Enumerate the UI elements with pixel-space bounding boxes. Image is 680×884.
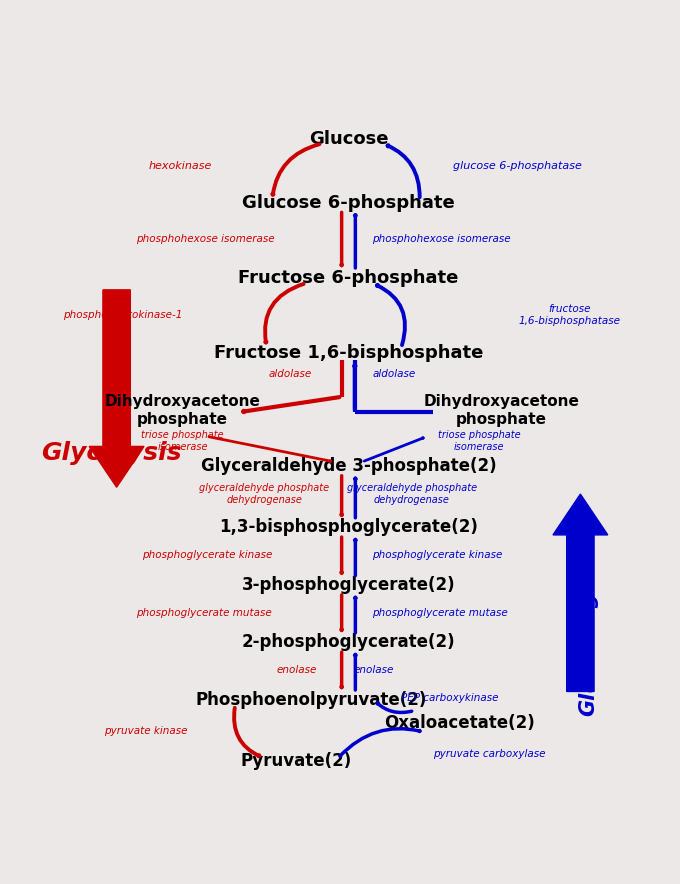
Text: pyruvate carboxylase: pyruvate carboxylase	[432, 749, 545, 759]
Text: Phosphoenolpyruvate(2): Phosphoenolpyruvate(2)	[196, 690, 427, 709]
Text: enolase: enolase	[277, 665, 317, 674]
Text: glyceraldehyde phosphate
dehydrogenase: glyceraldehyde phosphate dehydrogenase	[199, 484, 329, 505]
Text: glyceraldehyde phosphate
dehydrogenase: glyceraldehyde phosphate dehydrogenase	[347, 484, 477, 505]
FancyArrow shape	[553, 494, 608, 691]
Text: aldolase: aldolase	[269, 369, 311, 378]
Text: glucose 6-phosphatase: glucose 6-phosphatase	[453, 161, 581, 171]
Text: Dihydroxyacetone
phosphate: Dihydroxyacetone phosphate	[424, 394, 579, 427]
Text: 3-phosphoglycerate(2): 3-phosphoglycerate(2)	[241, 576, 456, 594]
Text: Glucose 6-phosphate: Glucose 6-phosphate	[242, 194, 455, 212]
Text: Fructose 1,6-bisphosphate: Fructose 1,6-bisphosphate	[214, 344, 483, 362]
Text: Glucose: Glucose	[309, 130, 388, 148]
Text: 1,3-bisphosphoglycerate(2): 1,3-bisphosphoglycerate(2)	[219, 518, 478, 537]
Text: Fructose 6-phosphate: Fructose 6-phosphate	[238, 269, 459, 286]
Text: aldolase: aldolase	[372, 369, 415, 378]
Text: hexokinase: hexokinase	[148, 161, 211, 171]
Text: fructose
1,6-bisphosphatase: fructose 1,6-bisphosphatase	[519, 304, 621, 326]
Text: phosphoglycerate mutase: phosphoglycerate mutase	[136, 607, 272, 618]
Text: phosphoglycerate kinase: phosphoglycerate kinase	[141, 551, 272, 560]
FancyArrow shape	[89, 290, 144, 487]
Text: triose phosphate
isomerase: triose phosphate isomerase	[141, 431, 224, 452]
Text: Gluconeogenesis: Gluconeogenesis	[578, 517, 598, 716]
Text: Oxaloacetate(2): Oxaloacetate(2)	[384, 714, 534, 733]
Text: triose phosphate
isomerase: triose phosphate isomerase	[438, 431, 520, 452]
Text: Pyruvate(2): Pyruvate(2)	[240, 752, 352, 770]
Text: pyruvate kinase: pyruvate kinase	[104, 726, 188, 736]
Text: phosphohexose isomerase: phosphohexose isomerase	[136, 233, 275, 244]
Text: phosphofructokinase-1: phosphofructokinase-1	[63, 310, 183, 320]
Text: Dihydroxyacetone
phosphate: Dihydroxyacetone phosphate	[105, 394, 260, 427]
Text: PEP carboxykinase: PEP carboxykinase	[401, 693, 498, 704]
Text: phosphoglycerate mutase: phosphoglycerate mutase	[372, 607, 508, 618]
Text: Glycolysis: Glycolysis	[41, 441, 182, 465]
Text: enolase: enolase	[354, 665, 394, 674]
Text: 2-phosphoglycerate(2): 2-phosphoglycerate(2)	[241, 634, 456, 652]
Text: phosphohexose isomerase: phosphohexose isomerase	[372, 233, 511, 244]
Text: phosphoglycerate kinase: phosphoglycerate kinase	[372, 551, 503, 560]
Text: Glyceraldehyde 3-phosphate(2): Glyceraldehyde 3-phosphate(2)	[201, 457, 496, 476]
